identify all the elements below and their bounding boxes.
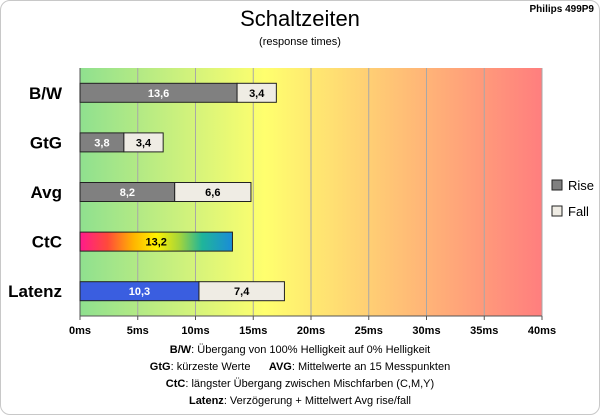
category-label: B/W xyxy=(29,84,63,103)
x-tick-label: 40ms xyxy=(528,325,556,337)
monitor-model-label: Philips 499P9 xyxy=(529,4,594,15)
x-tick-label: 5ms xyxy=(127,325,149,337)
footnote-key: GtG xyxy=(149,361,171,373)
bar-value-label: 10,3 xyxy=(129,286,150,298)
bar-value-label: 6,6 xyxy=(205,187,220,199)
legend-swatch-rise xyxy=(551,179,563,191)
legend-label-fall: Fall xyxy=(568,204,589,219)
bar-value-label: 3,4 xyxy=(249,88,265,100)
footnote-text: : Verzögerung + Mittelwert Avg rise/fall xyxy=(223,395,412,407)
legend-swatch-fall xyxy=(551,205,563,217)
chart-svg: 13,6 3,4 3,8 3,4 8,2 6,6 13,2 10,3 7,4 B/W GtG Avg… xyxy=(8,68,594,337)
x-tick-label: 15ms xyxy=(239,325,267,337)
footnote-key: CtC xyxy=(165,378,186,390)
chart-title: Schaltzeiten xyxy=(240,6,360,31)
x-tick-label: 35ms xyxy=(470,325,498,337)
bar-value-label: 3,4 xyxy=(136,137,152,149)
x-tick-label: 20ms xyxy=(297,325,325,337)
category-label: Avg xyxy=(31,183,63,202)
footnote-key: AVG xyxy=(268,361,292,373)
footnote-ctc: CtC: längster Übergang zwischen Mischfar… xyxy=(0,376,600,393)
footnote-text: : Übergang von 100% Helligkeit auf 0% He… xyxy=(191,344,431,356)
bar-value-label: 3,8 xyxy=(94,137,109,149)
bar-value-label: 13,2 xyxy=(146,237,167,249)
legend-label-rise: Rise xyxy=(568,178,594,193)
footnote-text: : Mittelwerte an 15 Messpunkten xyxy=(291,361,451,373)
bar-value-label: 8,2 xyxy=(120,187,135,199)
footnotes: B/W: Übergang von 100% Helligkeit auf 0%… xyxy=(0,342,600,410)
footnote-text: : kürzeste Werte xyxy=(170,361,251,373)
x-tick-label: 10ms xyxy=(181,325,209,337)
footnote-gtg-avg: GtG: kürzeste Werte AVG: Mittelwerte an … xyxy=(0,359,600,376)
bar-ctc xyxy=(79,231,233,252)
x-tick-label: 25ms xyxy=(355,325,383,337)
bar-fall xyxy=(123,132,164,153)
footnote-bw: B/W: Übergang von 100% Helligkeit auf 0%… xyxy=(0,342,600,359)
chart-subtitle: (response times) xyxy=(259,36,341,48)
bar-fall xyxy=(236,82,277,103)
footnote-key: Latenz xyxy=(188,395,224,407)
x-tick-label: 0ms xyxy=(69,325,91,337)
bar-fall xyxy=(174,182,252,202)
category-label: GtG xyxy=(30,133,62,152)
bar-value-label: 13,6 xyxy=(148,88,169,100)
footnote-text: : längster Übergang zwischen Mischfarben… xyxy=(185,378,435,390)
bar-fall xyxy=(198,281,285,302)
category-label: Latenz xyxy=(8,282,62,301)
x-tick-label: 30ms xyxy=(412,325,440,337)
footnote-latenz: Latenz: Verzögerung + Mittelwert Avg ris… xyxy=(0,393,600,410)
footnote-key: B/W xyxy=(169,344,192,356)
category-label: CtC xyxy=(32,233,62,252)
bar-value-label: 7,4 xyxy=(234,286,250,298)
